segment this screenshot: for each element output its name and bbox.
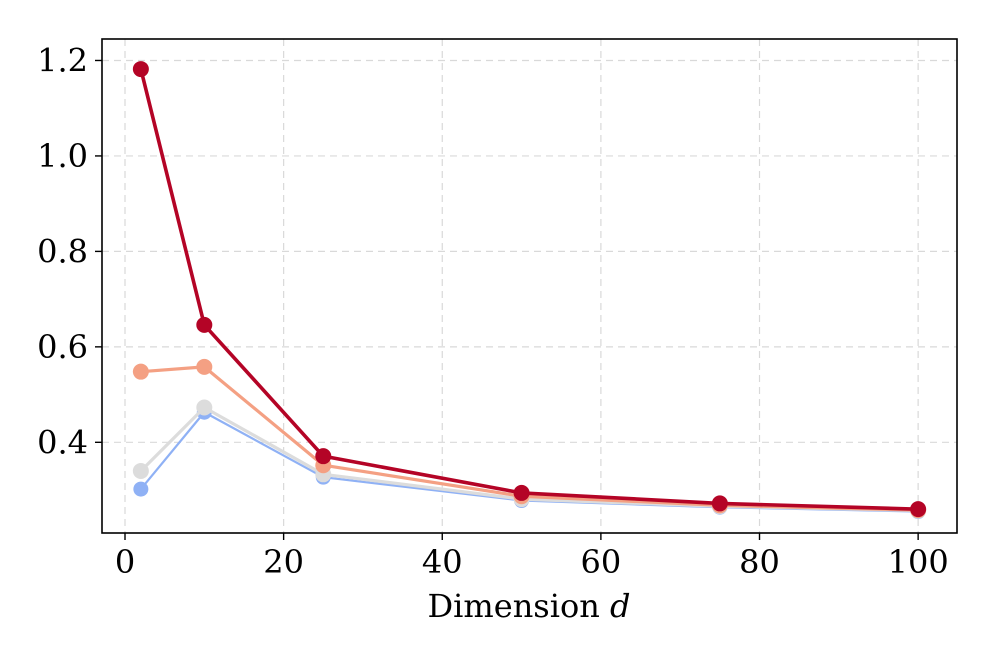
y-tick-label: 1.2 — [37, 41, 88, 79]
grid-lines — [102, 39, 957, 533]
data-point — [196, 358, 213, 375]
x-tick-label: 80 — [739, 543, 780, 581]
series-lines — [132, 61, 927, 520]
x-tick-label: 40 — [422, 543, 463, 581]
data-point — [513, 484, 530, 501]
x-axis-title-var: d — [610, 587, 630, 625]
x-axis-title-text: Dimension — [428, 587, 600, 625]
data-point — [711, 495, 728, 512]
data-point — [133, 481, 149, 497]
x-tick-label: 0 — [115, 543, 135, 581]
series-2 — [132, 399, 927, 519]
plot-frame — [101, 38, 958, 534]
data-point — [196, 316, 213, 333]
data-point — [910, 501, 927, 518]
series-4 — [132, 61, 927, 518]
y-tick-label: 1.0 — [37, 137, 88, 175]
x-axis: 0 20 40 60 80 100 — [115, 533, 949, 581]
y-axis: 0.4 0.6 0.8 1.0 1.2 — [37, 41, 102, 461]
series-1 — [133, 404, 926, 520]
x-tick-label: 20 — [263, 543, 304, 581]
x-tick-label: 60 — [581, 543, 622, 581]
x-tick-label: 100 — [888, 543, 949, 581]
x-axis-title: Dimension d — [428, 587, 631, 625]
data-point — [132, 363, 149, 380]
data-point — [196, 399, 213, 416]
y-tick-label: 0.8 — [37, 232, 88, 270]
y-tick-label: 0.6 — [37, 328, 88, 366]
y-tick-label: 0.4 — [37, 423, 88, 461]
data-point — [132, 61, 149, 78]
data-point — [315, 448, 332, 465]
series-line — [139, 67, 920, 511]
data-point — [132, 462, 149, 479]
